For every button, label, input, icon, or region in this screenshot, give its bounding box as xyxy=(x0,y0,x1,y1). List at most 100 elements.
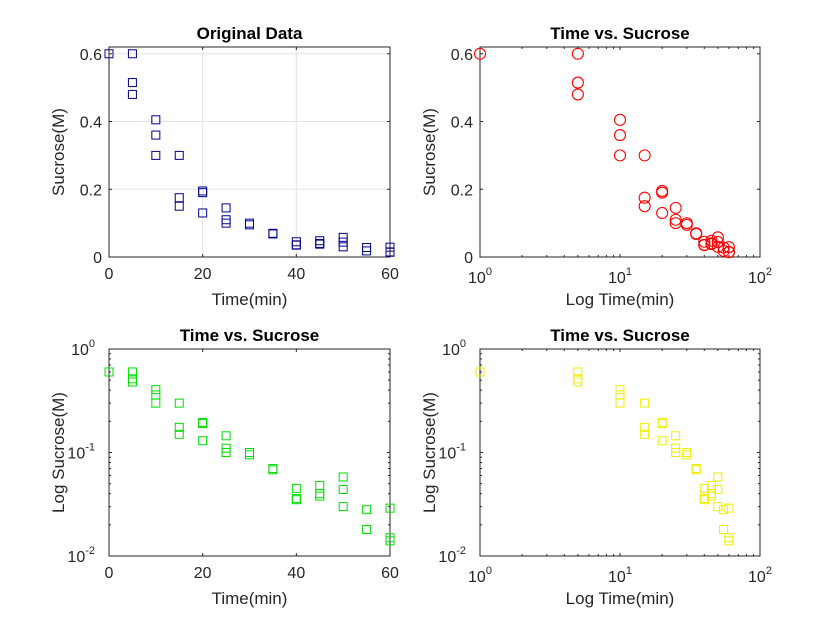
y-tick-label-exponent: -2 xyxy=(85,545,95,557)
data-point xyxy=(638,200,651,213)
y-tick-label: 0.4 xyxy=(451,115,473,132)
x-axis-label: Time(min) xyxy=(212,290,288,309)
data-point xyxy=(638,149,651,162)
data-point xyxy=(571,88,584,101)
data-point xyxy=(151,385,161,395)
data-point xyxy=(151,115,161,125)
data-point xyxy=(174,201,184,211)
x-tick-label: 101 xyxy=(608,266,632,287)
data-point xyxy=(691,465,701,475)
data-point xyxy=(174,422,184,432)
plot-area xyxy=(109,47,390,257)
data-series xyxy=(473,47,735,259)
data-point xyxy=(315,239,325,249)
data-point xyxy=(338,237,348,247)
data-point xyxy=(198,188,208,198)
data-point xyxy=(724,536,734,546)
data-point xyxy=(315,491,325,501)
chart-title: Time vs. Sucrose xyxy=(180,326,320,345)
data-point xyxy=(640,429,650,439)
data-point xyxy=(291,240,301,250)
data-point xyxy=(245,220,254,230)
y-tick-label: 10-2 xyxy=(67,545,95,566)
y-tick-label-base: 10 xyxy=(438,549,456,566)
data-point xyxy=(638,191,651,204)
data-point xyxy=(713,484,723,494)
data-point xyxy=(127,89,137,99)
data-point xyxy=(104,49,114,59)
data-point xyxy=(615,398,625,408)
data-point xyxy=(127,367,137,377)
data-point xyxy=(724,503,734,513)
x-tick-label-exponent: 0 xyxy=(486,565,492,577)
x-tick-label-base: 10 xyxy=(748,270,766,287)
x-tick-label-exponent: 1 xyxy=(626,266,632,278)
x-tick-label: 60 xyxy=(381,266,399,283)
x-tick-label: 102 xyxy=(748,565,772,586)
data-point xyxy=(151,150,161,160)
y-tick-label: 100 xyxy=(71,338,95,359)
data-point xyxy=(698,239,711,252)
data-point xyxy=(268,229,278,239)
data-point xyxy=(291,495,301,505)
data-series xyxy=(475,367,734,546)
y-tick-label-exponent: -1 xyxy=(85,442,95,454)
data-point xyxy=(680,218,693,231)
data-point xyxy=(104,367,114,377)
data-point xyxy=(151,398,161,408)
data-point xyxy=(362,246,372,256)
y-tick-label-exponent: -1 xyxy=(456,442,466,454)
x-tick-label: 20 xyxy=(194,266,212,283)
y-axis-label: Sucrose(M) xyxy=(49,108,68,196)
y-tick-label: 0.2 xyxy=(80,182,102,199)
data-point xyxy=(127,49,137,59)
data-point xyxy=(385,503,395,513)
x-tick-label-base: 10 xyxy=(468,569,486,586)
data-point xyxy=(127,78,137,88)
x-tick-label-exponent: 1 xyxy=(626,565,632,577)
y-tick-label: 10-2 xyxy=(438,545,466,566)
subplot-original-data: 0 20 40 60 0 0.2 0.4 0.6 Original Data Time(min) S… xyxy=(49,24,399,309)
y-tick-label-base: 10 xyxy=(442,342,460,359)
data-point xyxy=(362,525,372,535)
data-point xyxy=(705,238,718,251)
data-point xyxy=(713,472,723,482)
x-tick-label: 102 xyxy=(748,266,772,287)
y-tick-label-exponent: 0 xyxy=(460,338,466,350)
y-tick-label: 100 xyxy=(442,338,466,359)
chart-title: Time vs. Sucrose xyxy=(550,24,690,43)
x-tick-label-base: 10 xyxy=(468,270,486,287)
data-point xyxy=(682,450,692,460)
data-point xyxy=(221,218,231,228)
plot-area xyxy=(109,349,390,556)
y-tick-label-base: 10 xyxy=(71,342,89,359)
y-tick-label-base: 10 xyxy=(67,446,85,463)
data-point xyxy=(690,227,703,241)
y-tick-label-base: 10 xyxy=(438,446,456,463)
data-point xyxy=(174,150,184,160)
y-tick-label: 10-1 xyxy=(67,442,95,463)
x-tick-label-base: 10 xyxy=(608,270,626,287)
data-point xyxy=(174,429,184,439)
axes-frame xyxy=(108,46,391,258)
y-tick-label-base: 10 xyxy=(67,549,85,566)
data-point xyxy=(475,367,485,377)
y-tick-label: 0.6 xyxy=(80,47,102,64)
x-tick-label-exponent: 2 xyxy=(766,565,772,577)
data-point xyxy=(198,208,208,218)
data-point xyxy=(719,525,729,535)
x-tick-label: 40 xyxy=(287,266,305,283)
x-tick-label-exponent: 0 xyxy=(486,266,492,278)
data-point xyxy=(291,483,301,493)
y-tick-label: 10-1 xyxy=(438,442,466,463)
data-point xyxy=(615,385,625,395)
x-tick-label: 100 xyxy=(468,565,492,586)
data-point xyxy=(338,232,348,242)
data-point xyxy=(640,422,650,432)
data-point xyxy=(640,398,650,408)
data-point xyxy=(127,377,137,387)
x-tick-label: 0 xyxy=(105,565,114,582)
data-point xyxy=(573,367,583,377)
data-point xyxy=(671,448,681,457)
